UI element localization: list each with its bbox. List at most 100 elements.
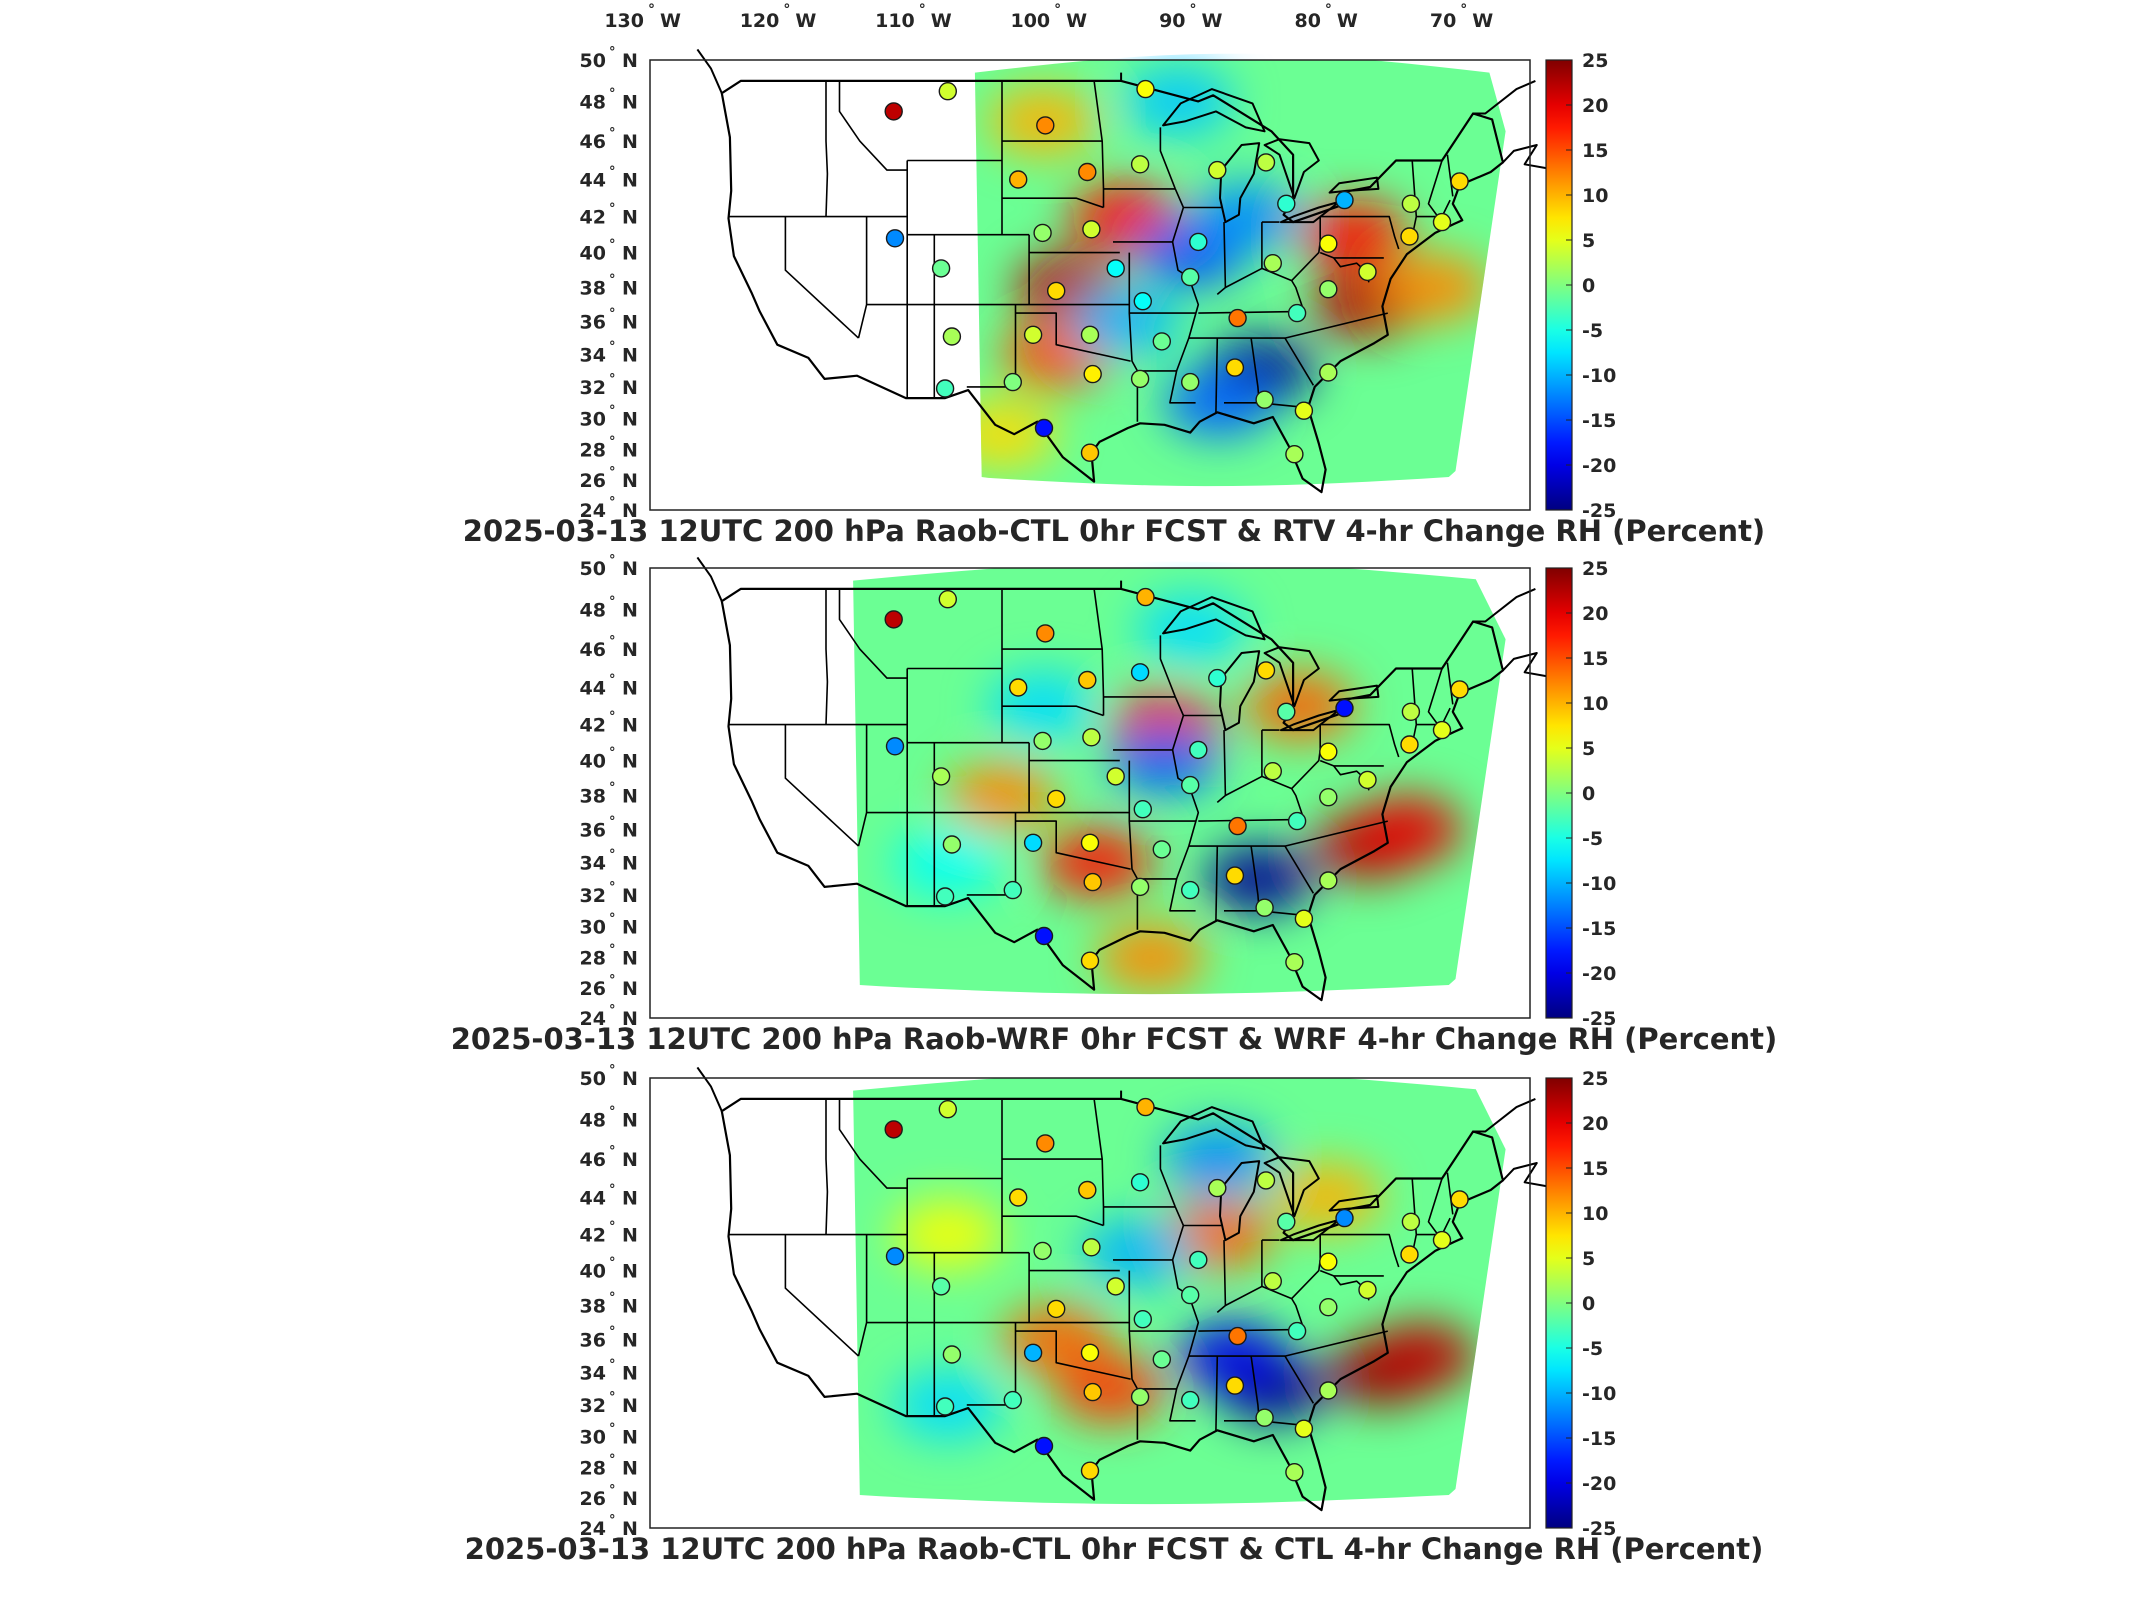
lat-tick-value: 24 [580, 1518, 606, 1540]
lat-suffix: N [622, 207, 638, 229]
degree-symbol: ° [609, 465, 616, 480]
map-frame [649, 567, 1531, 1019]
lat-suffix: N [622, 409, 638, 431]
raob-station [1136, 1097, 1155, 1117]
state-boundary [1320, 215, 1400, 250]
raob-station [1152, 332, 1172, 351]
lat-tick-label: 32 ° N [580, 880, 638, 907]
degree-symbol: ° [609, 1256, 616, 1271]
lat-tick-label: 36 ° N [580, 1324, 638, 1351]
raob-station [1319, 234, 1338, 253]
degree-symbol: ° [609, 86, 616, 101]
lat-tick-label: 34 ° N [580, 340, 638, 367]
raob-station [1263, 762, 1283, 781]
state-boundary [1015, 1330, 1131, 1380]
lat-suffix: N [622, 678, 638, 700]
lat-tick-label: 28 ° N [580, 943, 638, 970]
raob-station [1319, 871, 1338, 890]
state-boundary [1215, 846, 1219, 922]
lat-suffix: N [622, 1295, 638, 1317]
raob-station [885, 1247, 905, 1266]
lat-tick-label: 50 ° N [580, 1063, 638, 1090]
degree-symbol: ° [609, 1390, 616, 1405]
state-boundary [1188, 312, 1388, 339]
lon-tick-value: 110 [875, 10, 915, 32]
colorbar-tick-label: 10 [1582, 1203, 1608, 1225]
lon-tick-value: 80 [1294, 10, 1320, 32]
lat-tick-value: 46 [580, 639, 606, 661]
raob-station [1082, 220, 1101, 239]
raob-station [1036, 1134, 1055, 1153]
lat-tick-label: 42 ° N [580, 202, 638, 229]
lat-suffix: N [622, 1363, 638, 1385]
raob-station [1208, 160, 1227, 180]
raob-station [1335, 190, 1354, 210]
lat-suffix: N [622, 819, 638, 841]
state-boundary [838, 588, 908, 679]
lat-suffix: N [622, 91, 638, 113]
lat-tick-value: 30 [580, 917, 606, 939]
lat-tick-value: 44 [580, 1188, 606, 1210]
raob-station [1152, 1350, 1172, 1369]
raob-station [1083, 872, 1102, 892]
state-boundary [1446, 662, 1454, 705]
lon-tick-label: 90 ° W [1159, 2, 1222, 32]
lat-tick-value: 44 [580, 678, 606, 700]
raob-station [1033, 1241, 1052, 1261]
lat-tick-value: 38 [580, 277, 606, 299]
raob-station [1256, 153, 1276, 172]
rh-field-cell [974, 399, 1057, 470]
canada-coastline [696, 556, 723, 602]
state-boundary [1015, 820, 1131, 870]
rh-field-cell [1271, 1162, 1382, 1233]
raob-station [938, 1099, 957, 1119]
degree-symbol: ° [609, 594, 616, 609]
lat-tick-value: 42 [580, 207, 606, 229]
raob-station [1080, 1461, 1100, 1480]
colorbar-tick-label: -15 [1582, 410, 1616, 432]
rh-field-cell [892, 1199, 1003, 1270]
degree-symbol: ° [609, 1003, 616, 1018]
map-frame [649, 59, 1531, 511]
colorbar-tick-label: -5 [1582, 828, 1603, 850]
state-boundary [1320, 1233, 1400, 1268]
raob-station [1358, 770, 1377, 790]
state-boundary [784, 1234, 860, 1357]
raob-station [1255, 390, 1274, 409]
lat-tick-value: 36 [580, 819, 606, 841]
raob-station [884, 102, 903, 121]
raob-station [1080, 443, 1100, 462]
degree-symbol: ° [609, 340, 616, 355]
lat-tick-label: 32 ° N [580, 1390, 638, 1417]
raob-station [1263, 254, 1283, 273]
raob-station [1034, 926, 1054, 946]
raob-station [1180, 880, 1200, 900]
raob-station [1189, 232, 1208, 252]
colorbar-tick-label: -25 [1582, 1518, 1616, 1540]
raob-station [1003, 372, 1022, 392]
degree-symbol: ° [609, 912, 616, 927]
great-lake [1263, 1156, 1320, 1218]
raob-station [1432, 720, 1452, 740]
degree-symbol: ° [609, 973, 616, 988]
rh-field-cell [1136, 594, 1247, 665]
raob-station [1023, 325, 1043, 344]
raob-station [1033, 223, 1052, 243]
state-boundary [1159, 1145, 1177, 1208]
rh-field-anomalies [892, 1124, 1477, 1440]
rh-field [853, 1078, 1506, 1505]
lon-suffix: W [660, 10, 681, 32]
raob-station [931, 1277, 951, 1296]
lat-tick-value: 26 [580, 978, 606, 1000]
rh-field-cell [1190, 181, 1301, 252]
raob-station [884, 610, 903, 629]
state-boundary [1320, 723, 1400, 758]
colorbar-tick-label: -20 [1582, 1473, 1616, 1495]
raob-station [1082, 1238, 1101, 1257]
lat-suffix: N [622, 1109, 638, 1131]
state-boundary [1446, 1172, 1454, 1215]
raob-station [1180, 372, 1200, 392]
raob-station [1130, 663, 1150, 682]
colorbar: 25 20 15 10 5 0 -5 -10 -15 -20 -25 [1545, 50, 1616, 522]
state-boundary [1002, 705, 1104, 717]
